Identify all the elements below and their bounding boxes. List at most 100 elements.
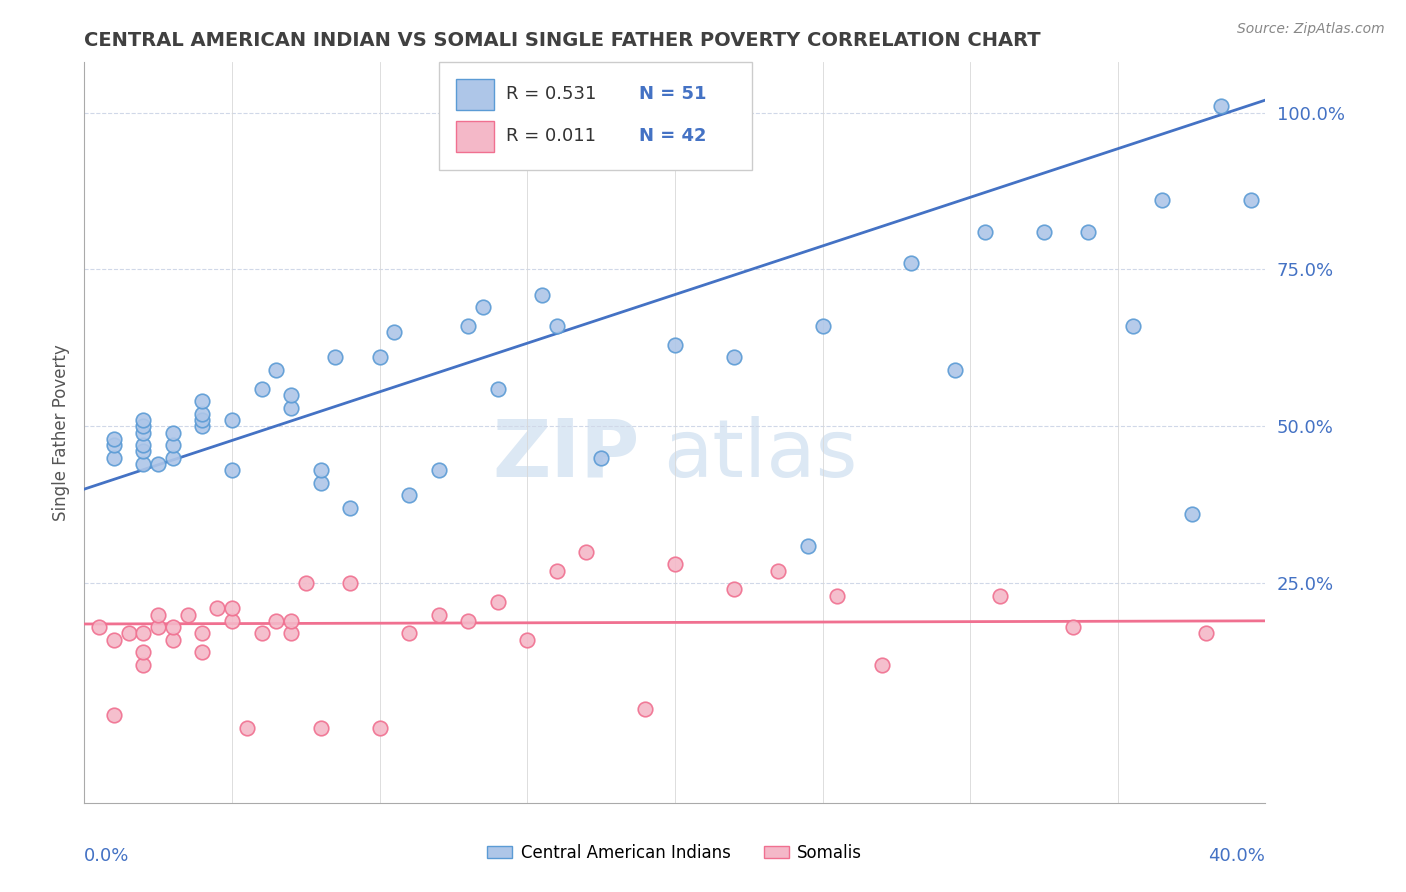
Point <box>591 450 613 465</box>
Point <box>339 500 361 515</box>
Point <box>398 488 420 502</box>
Point <box>1063 620 1085 634</box>
Point <box>162 620 184 634</box>
Point <box>546 318 568 333</box>
Point <box>1150 194 1173 208</box>
Text: N = 51: N = 51 <box>640 86 707 103</box>
Point <box>546 564 568 578</box>
Point <box>531 287 554 301</box>
Bar <box>457 121 494 152</box>
Point <box>723 351 745 365</box>
Point <box>132 419 155 434</box>
Point <box>148 457 170 471</box>
Point <box>486 382 509 396</box>
Point <box>382 325 406 339</box>
Point <box>118 626 141 640</box>
Point <box>1077 225 1099 239</box>
Point <box>191 626 214 640</box>
Point <box>797 539 820 553</box>
Point <box>945 363 967 377</box>
Point <box>103 432 125 446</box>
Point <box>457 614 479 628</box>
Point <box>191 394 214 409</box>
Point <box>398 626 420 640</box>
Point <box>221 463 243 477</box>
Point <box>221 614 243 628</box>
Point <box>103 450 125 465</box>
Point <box>132 444 155 458</box>
Point <box>516 632 538 647</box>
Point <box>191 645 214 659</box>
Point <box>368 351 391 365</box>
Point <box>87 620 111 634</box>
Legend: Central American Indians, Somalis: Central American Indians, Somalis <box>481 838 869 869</box>
Point <box>132 438 155 452</box>
Point <box>1240 194 1263 208</box>
Point <box>427 607 450 622</box>
FancyBboxPatch shape <box>439 62 752 169</box>
Point <box>162 450 184 465</box>
Point <box>132 657 155 672</box>
Point <box>162 438 184 452</box>
Point <box>162 632 184 647</box>
Point <box>664 558 686 572</box>
Point <box>309 463 332 477</box>
Point <box>1181 507 1204 521</box>
Text: 0.0%: 0.0% <box>84 847 129 865</box>
Point <box>472 300 495 314</box>
Point <box>103 438 125 452</box>
Point <box>827 589 849 603</box>
Point <box>280 626 302 640</box>
Point <box>250 626 273 640</box>
Text: ZIP: ZIP <box>492 416 640 494</box>
Text: N = 42: N = 42 <box>640 128 707 145</box>
Text: atlas: atlas <box>664 416 858 494</box>
Point <box>177 607 200 622</box>
Text: CENTRAL AMERICAN INDIAN VS SOMALI SINGLE FATHER POVERTY CORRELATION CHART: CENTRAL AMERICAN INDIAN VS SOMALI SINGLE… <box>84 30 1040 50</box>
Point <box>634 701 657 715</box>
Point <box>575 545 598 559</box>
Point <box>280 388 302 402</box>
Point <box>191 413 214 427</box>
Point <box>870 657 893 672</box>
Text: R = 0.531: R = 0.531 <box>506 86 596 103</box>
Point <box>974 225 997 239</box>
Bar <box>457 78 494 110</box>
Point <box>191 407 214 421</box>
Point <box>280 401 302 415</box>
Point <box>325 351 347 365</box>
Point <box>723 582 745 597</box>
Point <box>207 601 229 615</box>
Point <box>191 419 214 434</box>
Point <box>132 626 155 640</box>
Point <box>988 589 1011 603</box>
Point <box>132 645 155 659</box>
Point <box>1122 318 1144 333</box>
Point <box>768 564 790 578</box>
Y-axis label: Single Father Poverty: Single Father Poverty <box>52 344 70 521</box>
Point <box>427 463 450 477</box>
Point <box>132 413 155 427</box>
Point <box>236 721 259 735</box>
Point <box>900 256 922 270</box>
Point <box>1195 626 1218 640</box>
Text: 40.0%: 40.0% <box>1209 847 1265 865</box>
Point <box>132 425 155 440</box>
Point <box>162 425 184 440</box>
Point <box>266 614 288 628</box>
Point <box>811 318 834 333</box>
Point <box>339 576 361 591</box>
Point <box>221 601 243 615</box>
Text: R = 0.011: R = 0.011 <box>506 128 596 145</box>
Point <box>148 607 170 622</box>
Point <box>309 721 332 735</box>
Point <box>103 708 125 723</box>
Point <box>664 338 686 352</box>
Point <box>1033 225 1056 239</box>
Point <box>250 382 273 396</box>
Point <box>457 318 479 333</box>
Point <box>221 413 243 427</box>
Point <box>266 363 288 377</box>
Point <box>295 576 318 591</box>
Point <box>309 475 332 490</box>
